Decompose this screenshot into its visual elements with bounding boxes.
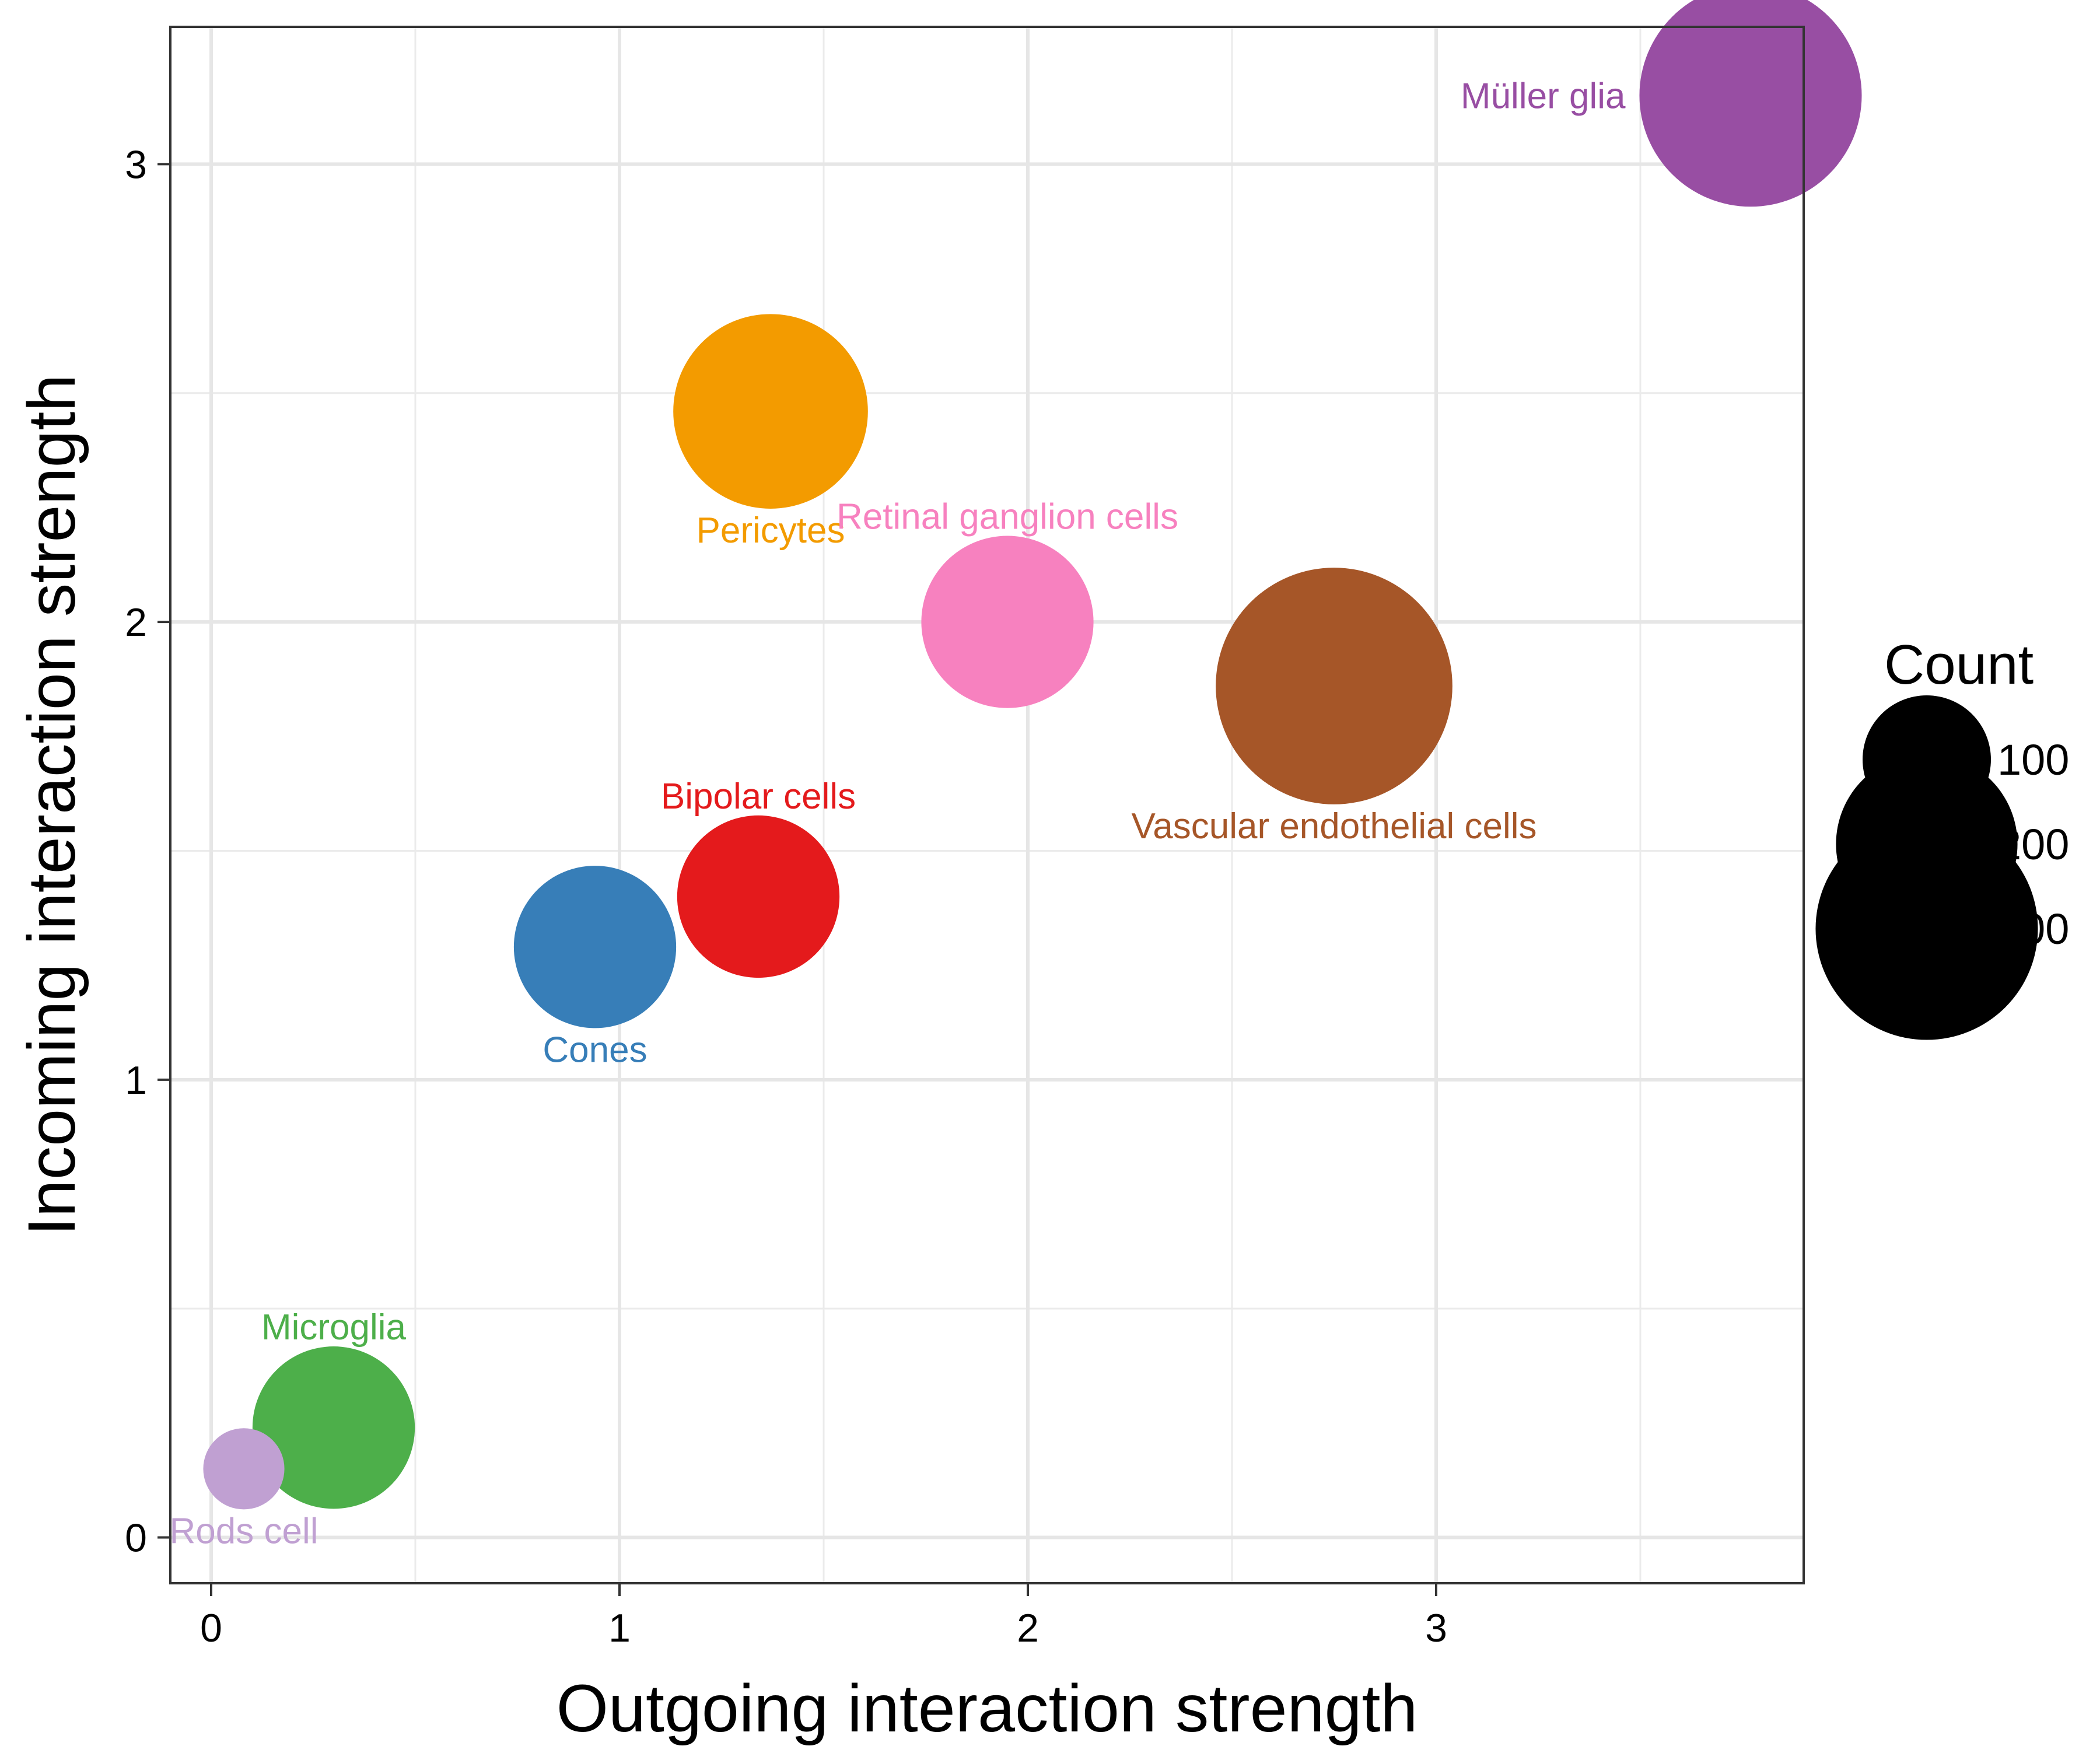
data-point xyxy=(921,536,1094,708)
y-axis-title: Incoming interaction strength xyxy=(15,375,89,1236)
data-point xyxy=(252,1346,415,1509)
point-label: Microglia xyxy=(261,1307,407,1348)
x-tick-label: 2 xyxy=(1017,1606,1039,1650)
data-point xyxy=(673,314,868,509)
point-label: Rods cell xyxy=(170,1511,318,1551)
data-point xyxy=(203,1428,285,1510)
point-label: Müller glia xyxy=(1461,76,1626,117)
legend-entry-label: 100 xyxy=(1997,736,2069,784)
data-point xyxy=(1639,0,1862,207)
axes-layer: 0 1 2 3 0 1 2 3 xyxy=(125,142,1447,1650)
data-point xyxy=(1216,568,1452,804)
x-tick-label: 0 xyxy=(200,1606,222,1650)
plot-background xyxy=(170,27,1804,1583)
legend-entry-label: 300 xyxy=(1997,905,2069,953)
point-label: Cones xyxy=(542,1030,647,1070)
x-tick-label: 3 xyxy=(1425,1606,1447,1650)
legend-title: Count xyxy=(1884,634,2034,696)
point-label: Pericytes xyxy=(696,510,845,551)
point-label: Bipolar cells xyxy=(661,776,856,817)
x-tick-label: 1 xyxy=(608,1606,631,1650)
grid-layer xyxy=(170,27,1804,1583)
x-axis-title: Outgoing interaction strength xyxy=(556,1671,1418,1746)
data-point xyxy=(513,866,677,1028)
plot-border xyxy=(169,26,1805,1584)
point-label: Vascular endothelial cells xyxy=(1131,806,1536,846)
points-layer xyxy=(203,0,1862,1510)
y-tick-label: 2 xyxy=(125,600,147,645)
y-tick-label: 0 xyxy=(125,1516,147,1560)
y-tick-label: 3 xyxy=(125,142,147,187)
y-tick-label: 1 xyxy=(125,1058,147,1103)
legend-key-dot xyxy=(1815,817,2038,1040)
data-point xyxy=(677,815,840,978)
point-label: Retinal ganglion cells xyxy=(836,497,1178,537)
